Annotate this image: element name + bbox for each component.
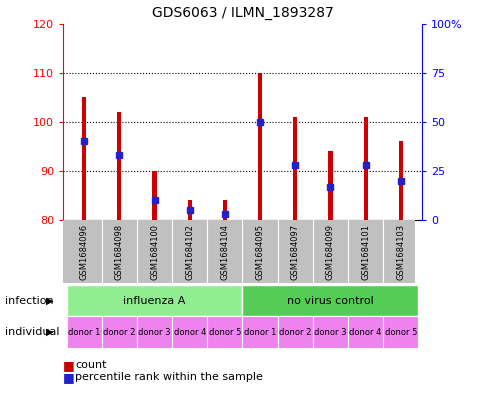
Bar	[117, 112, 121, 220]
Text: count: count	[75, 360, 106, 371]
Text: donor 5: donor 5	[384, 328, 416, 336]
Text: ■: ■	[63, 371, 75, 384]
Text: infection: infection	[5, 296, 53, 306]
Text: ▶: ▶	[46, 296, 53, 306]
Text: GSM1684097: GSM1684097	[290, 224, 299, 279]
Bar	[382, 316, 418, 348]
Text: donor 3: donor 3	[314, 328, 346, 336]
Text: donor 4: donor 4	[349, 328, 381, 336]
Text: GSM1684104: GSM1684104	[220, 224, 229, 279]
Text: donor 5: donor 5	[208, 328, 241, 336]
Text: GSM1684101: GSM1684101	[361, 224, 369, 279]
Text: GSM1684103: GSM1684103	[395, 224, 405, 279]
Text: donor 1: donor 1	[243, 328, 276, 336]
Bar	[277, 316, 312, 348]
Text: GSM1684102: GSM1684102	[185, 224, 194, 279]
Text: donor 4: donor 4	[173, 328, 206, 336]
Bar	[363, 117, 367, 220]
Bar	[102, 316, 136, 348]
Bar	[136, 316, 172, 348]
Bar	[257, 73, 262, 220]
Bar	[242, 285, 418, 316]
Bar	[82, 97, 86, 220]
Bar	[66, 285, 242, 316]
Bar	[292, 117, 297, 220]
Bar	[398, 141, 402, 220]
Bar	[172, 316, 207, 348]
Text: GSM1684098: GSM1684098	[115, 224, 123, 279]
Text: GSM1684099: GSM1684099	[325, 224, 334, 279]
Text: no virus control: no virus control	[287, 296, 373, 306]
Bar	[152, 171, 156, 220]
Text: percentile rank within the sample: percentile rank within the sample	[75, 372, 262, 382]
Bar	[242, 316, 277, 348]
Text: GSM1684100: GSM1684100	[150, 224, 159, 279]
Text: donor 1: donor 1	[68, 328, 100, 336]
Text: GSM1684095: GSM1684095	[255, 224, 264, 279]
Bar	[222, 200, 227, 220]
Bar	[348, 316, 382, 348]
Text: donor 2: donor 2	[278, 328, 311, 336]
Text: donor 2: donor 2	[103, 328, 135, 336]
Title: GDS6063 / ILMN_1893287: GDS6063 / ILMN_1893287	[151, 6, 333, 20]
Text: ■: ■	[63, 359, 75, 372]
Bar	[328, 151, 332, 220]
Text: donor 3: donor 3	[138, 328, 170, 336]
Text: GSM1684096: GSM1684096	[79, 224, 89, 279]
Bar	[187, 200, 192, 220]
Bar	[66, 316, 102, 348]
Text: individual: individual	[5, 327, 59, 337]
Bar	[207, 316, 242, 348]
Text: influenza A: influenza A	[123, 296, 185, 306]
Text: ▶: ▶	[46, 327, 53, 337]
Bar	[312, 316, 348, 348]
